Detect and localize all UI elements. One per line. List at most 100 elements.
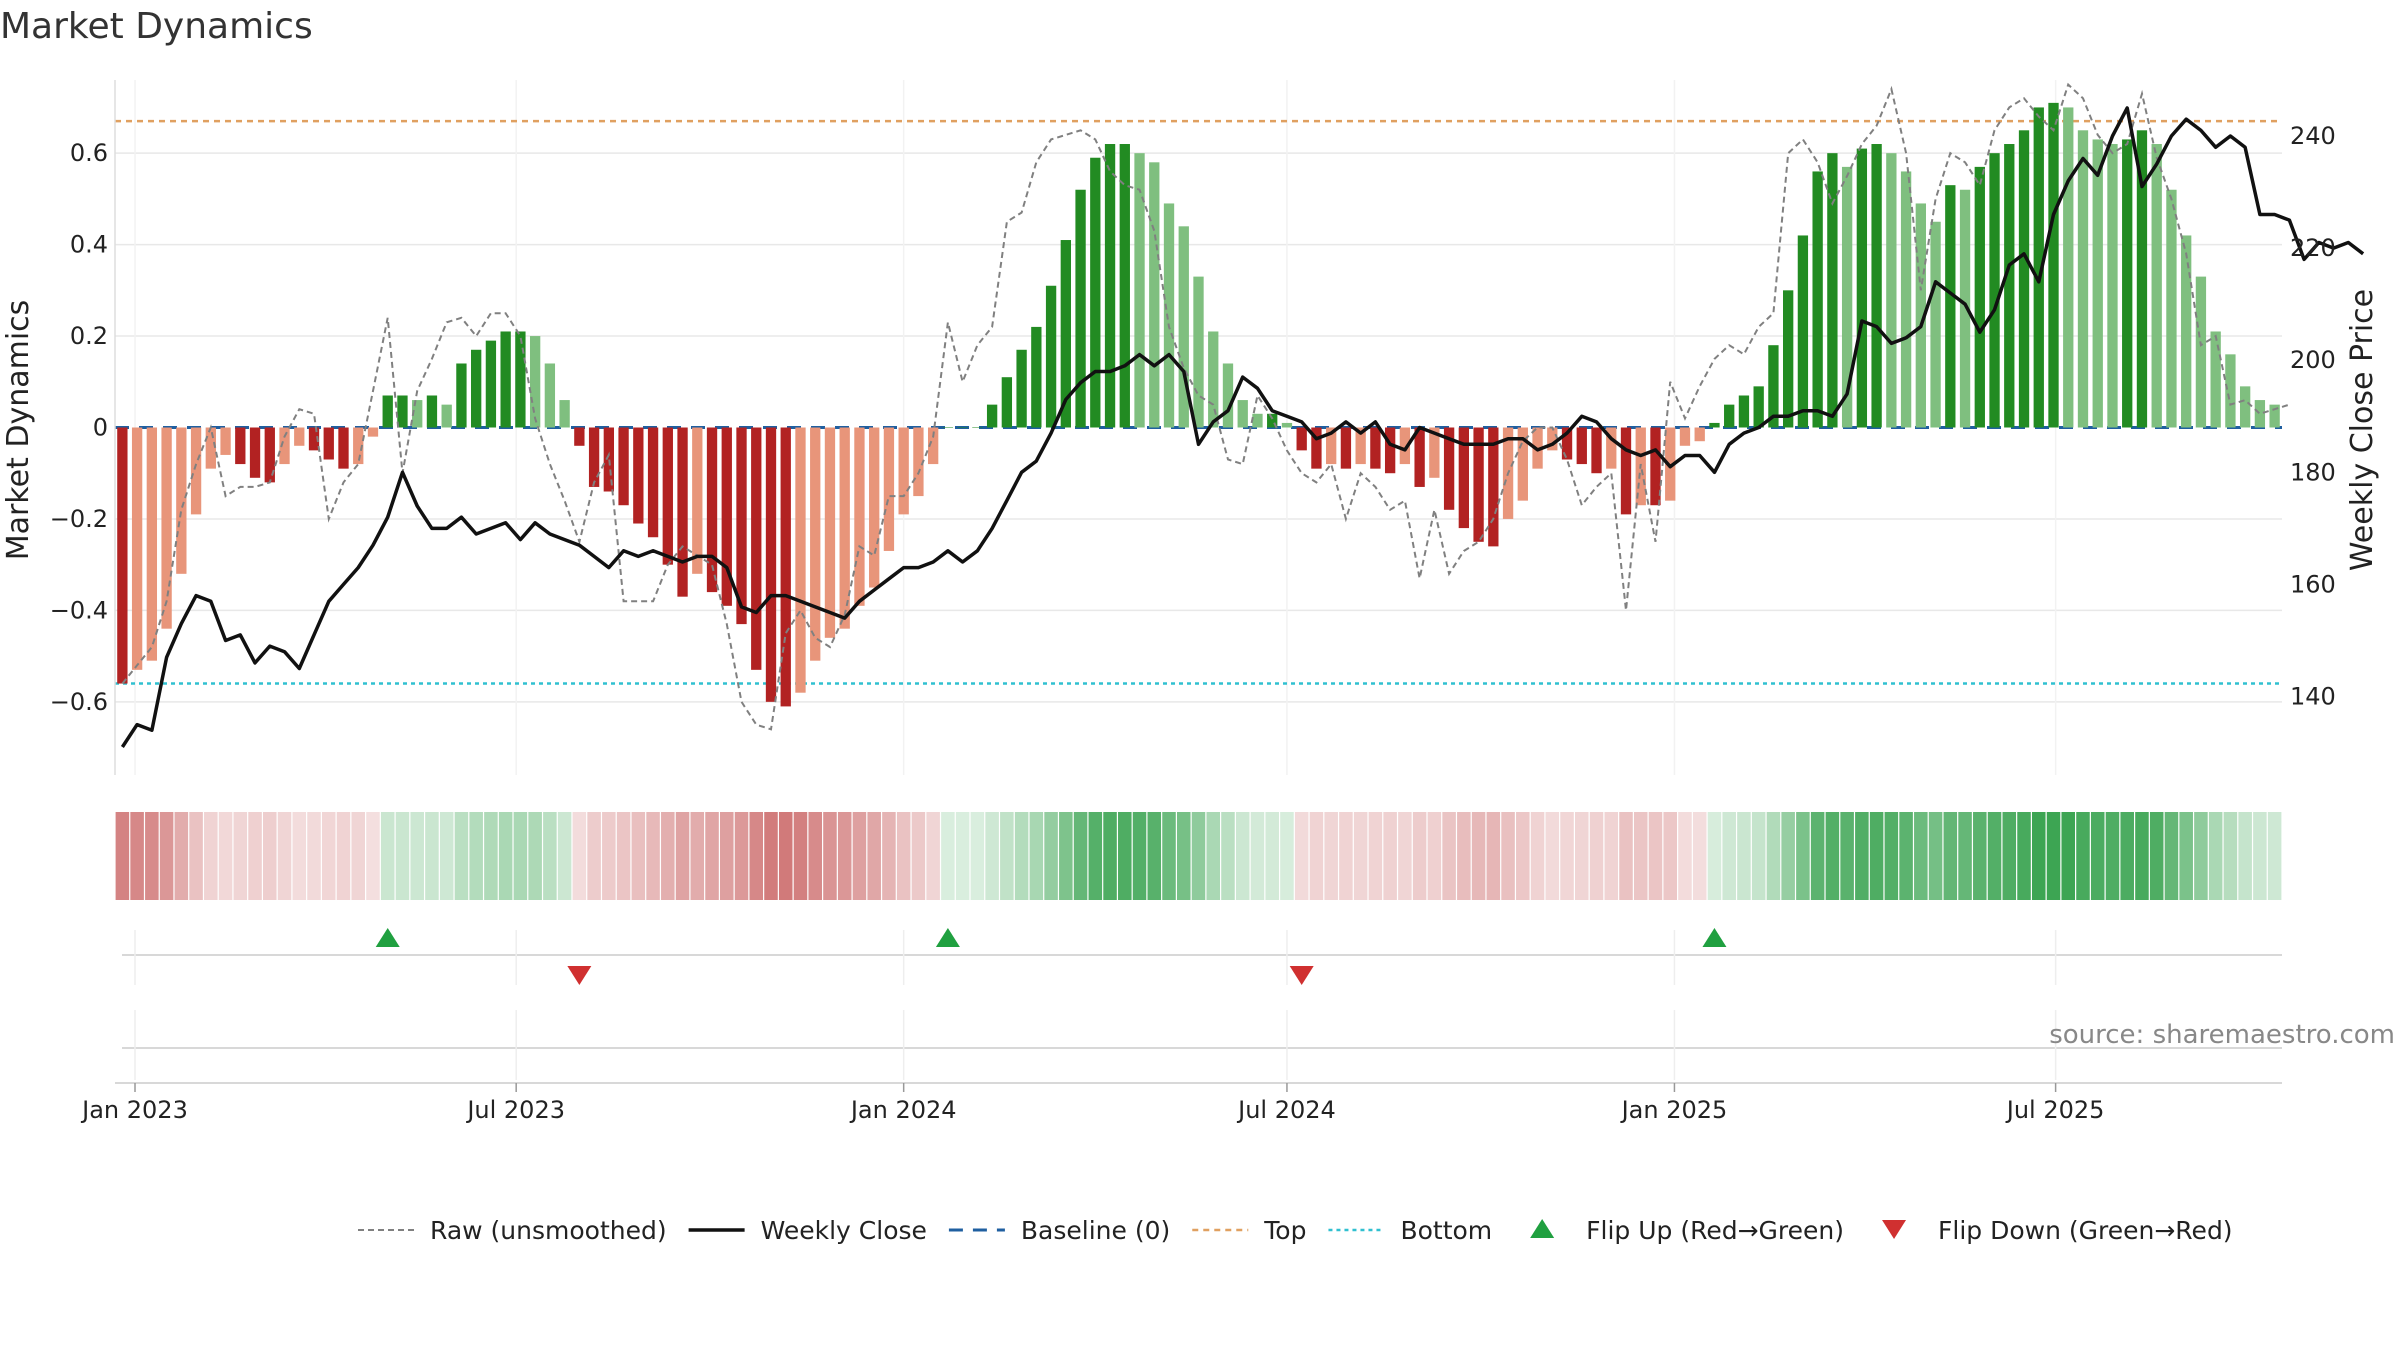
flip-up-marker (375, 928, 400, 947)
dynamics-bar (972, 427, 983, 428)
heat-cell (2253, 812, 2267, 900)
heat-cell (1250, 812, 1265, 900)
heat-cell (734, 812, 749, 900)
heat-cell (1958, 812, 1972, 900)
heat-cell (351, 812, 366, 900)
dynamics-bar (1060, 240, 1071, 428)
heat-cell (1928, 812, 1943, 900)
dynamics-bar (1178, 226, 1189, 428)
heat-cell (1368, 812, 1383, 900)
heat-cell (2017, 812, 2031, 900)
heat-cell (1589, 812, 1604, 900)
heat-cell (1000, 812, 1014, 900)
heat-cell (1545, 812, 1560, 900)
dynamics-bar (1517, 427, 1528, 501)
dynamics-bar (1384, 427, 1396, 474)
heat-cell (646, 812, 660, 900)
series-lines (120, 82, 2365, 748)
dynamics-bar (2254, 400, 2266, 428)
heat-cell (469, 812, 483, 900)
flip-down-marker (1289, 966, 1314, 985)
dynamics-bar (176, 427, 187, 574)
heat-cell (1147, 812, 1162, 900)
heat-cell (705, 812, 719, 900)
legend-label: Raw (unsmoothed) (430, 1216, 667, 1245)
heat-cell (661, 812, 675, 900)
dynamics-bar (1797, 235, 1809, 428)
heat-cell (675, 812, 690, 900)
dynamics-bar (2077, 130, 2089, 428)
heat-cell (2194, 812, 2208, 900)
heat-cell (233, 812, 248, 900)
dynamics-bar (515, 331, 526, 428)
dynamics-bar (898, 427, 909, 515)
right-axis-label: Weekly Close Price (2345, 289, 2380, 571)
dynamics-bar (869, 427, 880, 588)
heat-cell (896, 812, 911, 900)
dynamics-bar (588, 427, 600, 487)
dynamics-bar (500, 331, 511, 428)
heat-cell (1943, 812, 1958, 900)
dynamics-bar (1031, 326, 1042, 428)
dynamics-bar (1974, 166, 1985, 428)
dynamics-bar (986, 404, 998, 428)
left-tick-label: −0.6 (50, 688, 108, 716)
dynamics-bar (1591, 427, 1602, 474)
heat-cell (1766, 812, 1781, 900)
heat-cell (1088, 812, 1103, 900)
left-tick-label: 0 (93, 414, 108, 442)
dynamics-bar (1399, 427, 1411, 465)
heat-cell (955, 812, 970, 900)
heat-cell (1309, 812, 1324, 900)
dynamics-bar (264, 427, 275, 483)
heat-cell (557, 812, 572, 900)
x-tick-label: Jul 2023 (465, 1096, 565, 1124)
source-note: source: sharemaestro.com (2049, 1020, 2395, 1050)
dynamics-bar (190, 427, 202, 515)
heat-cell (1604, 812, 1619, 900)
right-tick-label: 220 (2290, 234, 2336, 262)
heat-cell (1840, 812, 1854, 900)
dynamics-bar (1281, 422, 1293, 428)
dynamics-bar (397, 395, 408, 428)
heat-cell (1103, 812, 1117, 900)
dynamics-bar (1753, 386, 1764, 428)
heat-cell (1427, 812, 1442, 900)
heat-cell (793, 812, 808, 900)
dynamics-bar (2195, 276, 2207, 428)
dynamics-bar (2092, 139, 2103, 428)
dynamics-bar (235, 427, 246, 465)
heat-cell (1825, 812, 1840, 900)
heat-cell (1678, 812, 1692, 900)
heat-cell (2179, 812, 2193, 900)
dynamics-bar (471, 349, 482, 428)
dynamics-bar (2033, 107, 2044, 428)
dynamics-bar (603, 427, 614, 492)
heat-cell (248, 812, 262, 900)
dynamics-bar (927, 427, 939, 465)
chart-title: Market Dynamics (0, 6, 313, 47)
heat-cell (1869, 812, 1884, 900)
dynamics-bar (2151, 144, 2162, 428)
dynamics-bar (2210, 331, 2221, 428)
right-tick-label: 160 (2290, 570, 2336, 598)
heat-cell (867, 812, 881, 900)
heat-cell (1899, 812, 1913, 900)
dynamics-bar (1841, 166, 1853, 428)
heat-cell (1014, 812, 1029, 900)
heat-cell (1265, 812, 1279, 900)
heat-cell (1810, 812, 1825, 900)
heat-cell (1914, 812, 1928, 900)
right-axis: 140 160 180 200 220 240 (2290, 122, 2336, 710)
heat-cell (587, 812, 601, 900)
dynamics-bar (441, 404, 452, 428)
heat-cell (778, 812, 793, 900)
dynamics-bar (662, 427, 673, 565)
heat-cell (395, 812, 410, 900)
dynamics-bar (1989, 153, 2000, 428)
x-tick-label: Jul 2025 (2005, 1096, 2105, 1124)
heat-cell (2120, 812, 2134, 900)
legend-label: Flip Down (Green→Red) (1938, 1216, 2233, 1245)
dynamics-bar (131, 427, 143, 670)
